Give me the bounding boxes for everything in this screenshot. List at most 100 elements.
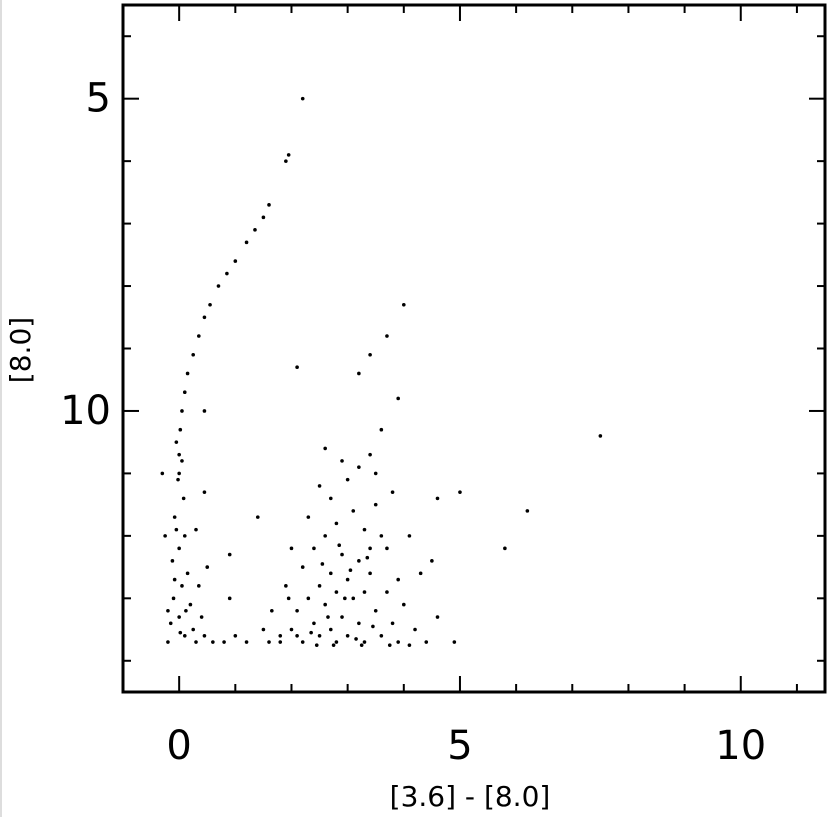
point [233,633,238,638]
point [385,334,389,338]
point [267,640,271,644]
point [178,427,183,432]
point [216,284,221,288]
point [320,562,325,566]
point [328,496,333,501]
point [160,471,165,476]
point [373,609,378,613]
point [225,271,229,276]
point [309,630,313,635]
point [407,643,412,647]
point [166,640,170,644]
point [227,596,232,601]
point [284,159,288,163]
point [402,302,406,307]
point [255,515,260,519]
point [289,546,294,551]
point [178,630,183,635]
x-tick-label: 0 [166,723,191,769]
point [166,609,170,613]
point [413,627,417,632]
point [337,543,342,548]
point [314,643,319,647]
point [171,596,176,601]
point [362,527,367,532]
point [334,521,339,526]
point [261,627,266,632]
y-axis-label: [8.0] [4,317,37,383]
point [289,627,294,632]
point [407,534,412,538]
point [174,440,179,444]
point [177,615,181,619]
point [253,228,257,232]
point [295,609,299,613]
point [205,565,210,569]
point [368,571,372,576]
point [227,552,232,557]
point [357,371,361,376]
point [202,490,207,494]
point [396,640,400,644]
point [418,571,423,576]
point [185,371,190,376]
point [284,584,288,588]
point [385,546,389,551]
point [168,621,173,626]
point [270,609,274,613]
point [458,490,462,494]
point [371,624,375,629]
point [278,640,283,644]
point [181,496,186,501]
point [312,621,316,626]
point [180,409,184,413]
point [170,559,175,563]
point [197,334,201,338]
point [598,434,603,438]
point [323,602,327,607]
point [323,446,327,451]
point [435,496,440,501]
point [331,643,336,647]
point [174,527,179,532]
point [390,490,395,494]
point [365,555,370,560]
point [379,633,384,638]
point [182,633,187,638]
point [379,427,384,432]
point [208,302,212,307]
y-tick-label: 5 [86,76,111,122]
point [328,627,333,632]
point [184,609,188,613]
point [286,596,291,601]
point [357,621,361,626]
point [359,643,364,647]
point [340,552,344,557]
point [362,590,367,594]
point [312,546,316,551]
point [306,596,311,601]
point [202,409,207,413]
point [326,615,330,619]
point [267,203,271,207]
point [452,640,457,644]
point [202,315,207,320]
point [180,584,184,588]
point [197,584,201,588]
point [373,471,378,476]
point [300,96,305,101]
point [323,534,327,538]
point [317,633,322,638]
point [351,596,356,601]
point [357,559,361,563]
point [194,640,198,644]
point [172,515,177,519]
point [176,477,180,482]
point [180,459,184,463]
point [368,352,372,357]
point [390,621,395,626]
point [503,546,507,551]
point [351,509,356,513]
point [373,502,378,507]
point [244,240,249,245]
